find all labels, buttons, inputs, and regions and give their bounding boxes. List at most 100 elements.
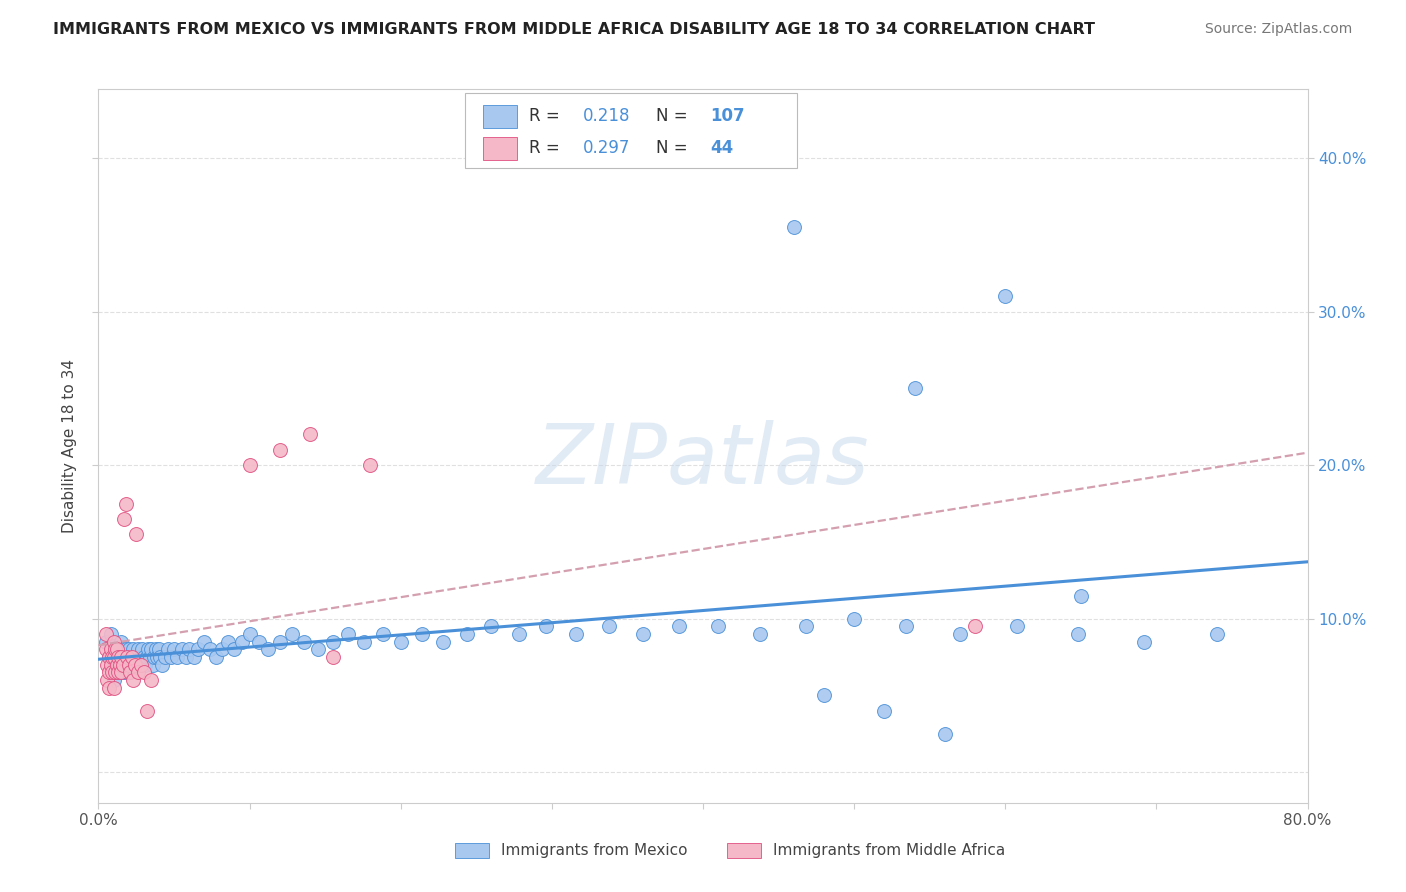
Point (150, 657, 173, 672)
Point (1007, 619, 1029, 633)
Point (98, 650, 121, 665)
Point (269, 442, 291, 457)
FancyBboxPatch shape (727, 843, 761, 858)
Point (432, 634, 454, 648)
Point (205, 650, 228, 665)
Point (783, 220, 806, 235)
Point (103, 657, 125, 672)
Point (299, 427, 322, 442)
Point (114, 497, 136, 511)
Point (98, 665, 121, 680)
Point (107, 650, 129, 665)
Text: Source: ZipAtlas.com: Source: ZipAtlas.com (1205, 22, 1353, 37)
Point (100, 642, 122, 657)
Point (96, 673, 118, 687)
Point (103, 673, 125, 687)
Point (127, 642, 149, 657)
Point (707, 619, 730, 633)
Point (118, 657, 141, 672)
Text: R =: R = (529, 139, 565, 157)
Text: N =: N = (655, 139, 693, 157)
Point (121, 650, 143, 665)
Point (749, 627, 772, 641)
Point (143, 650, 166, 665)
Point (136, 642, 159, 657)
Point (115, 665, 138, 680)
Point (125, 650, 148, 665)
Point (631, 627, 654, 641)
Point (145, 642, 167, 657)
Point (111, 642, 134, 657)
Point (193, 634, 215, 648)
FancyBboxPatch shape (482, 137, 517, 160)
Point (105, 657, 128, 672)
Point (115, 650, 138, 665)
FancyBboxPatch shape (465, 93, 797, 168)
Text: N =: N = (655, 107, 693, 125)
Point (107, 650, 129, 665)
Point (292, 634, 315, 648)
Point (894, 619, 917, 633)
Point (129, 650, 152, 665)
Point (949, 627, 972, 641)
Text: 107: 107 (710, 107, 745, 125)
Point (122, 642, 145, 657)
Point (121, 650, 143, 665)
Point (110, 650, 132, 665)
Point (224, 642, 246, 657)
Point (94, 642, 117, 657)
Point (142, 657, 165, 672)
FancyBboxPatch shape (482, 105, 517, 128)
Point (114, 657, 136, 672)
Point (96, 657, 118, 672)
Y-axis label: Disability Age 18 to 34: Disability Age 18 to 34 (62, 359, 77, 533)
Point (1133, 634, 1156, 648)
Text: Immigrants from Middle Africa: Immigrants from Middle Africa (773, 843, 1005, 858)
Point (965, 619, 987, 633)
Point (904, 381, 927, 395)
Point (231, 634, 253, 648)
Point (98, 681, 121, 695)
Point (1070, 589, 1092, 603)
Point (389, 634, 412, 648)
Point (111, 657, 134, 672)
Point (200, 642, 222, 657)
Point (127, 665, 149, 680)
Point (256, 642, 278, 657)
Point (132, 650, 155, 665)
Point (120, 650, 142, 665)
Point (156, 642, 179, 657)
Point (508, 627, 530, 641)
Point (481, 619, 503, 633)
Point (360, 458, 382, 473)
Point (146, 650, 169, 665)
Text: R =: R = (529, 107, 565, 125)
Point (112, 665, 135, 680)
Point (131, 642, 153, 657)
Point (110, 634, 132, 648)
Point (187, 642, 209, 657)
Point (132, 665, 155, 680)
Point (148, 642, 170, 657)
Point (103, 650, 125, 665)
Point (125, 527, 148, 541)
Point (934, 727, 956, 741)
Point (371, 627, 394, 641)
Point (108, 642, 131, 657)
Point (104, 650, 127, 665)
Point (114, 642, 136, 657)
Point (247, 634, 270, 648)
Point (101, 642, 124, 657)
Point (141, 673, 163, 687)
Point (322, 634, 344, 648)
Point (110, 665, 132, 680)
Point (104, 665, 127, 680)
Point (322, 650, 344, 665)
Point (873, 704, 896, 718)
Point (239, 458, 262, 473)
Point (135, 704, 157, 718)
Point (668, 619, 690, 633)
Point (598, 619, 620, 633)
Point (163, 642, 186, 657)
Point (844, 612, 866, 626)
